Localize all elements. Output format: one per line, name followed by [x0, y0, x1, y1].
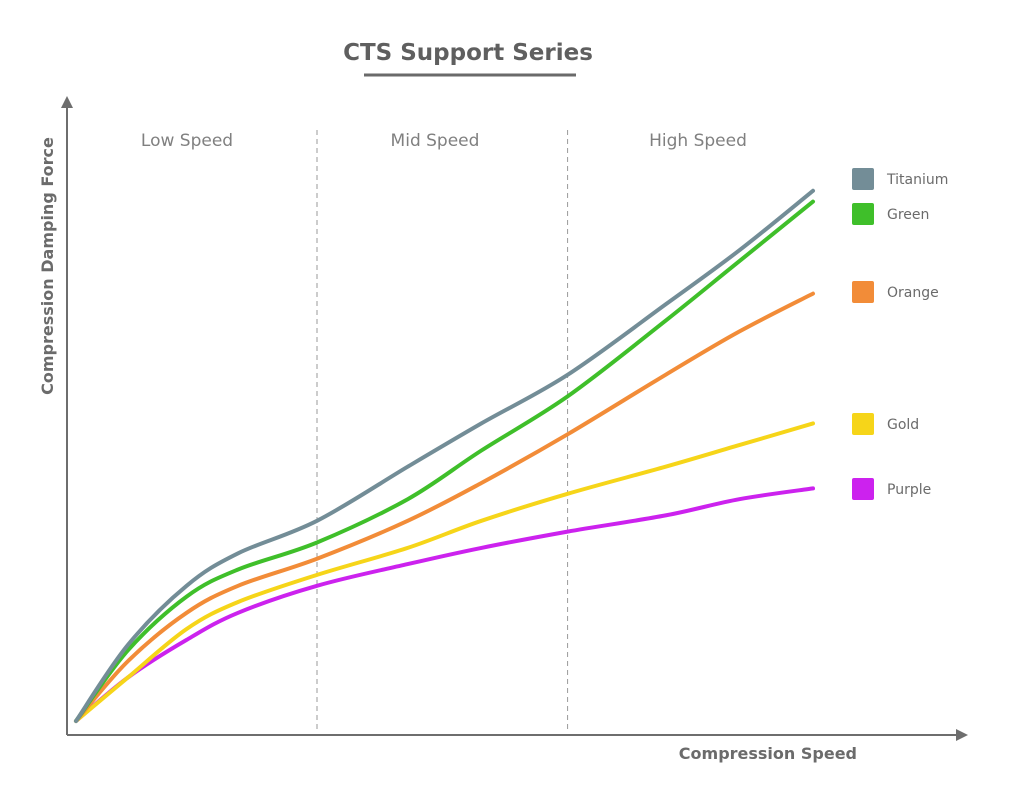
region-label-low-speed: Low Speed	[141, 131, 233, 151]
speed-regions: Low Speed Mid Speed High Speed	[141, 130, 747, 730]
y-axis-label: Compression Damping Force	[38, 137, 57, 395]
legend-swatch-gold	[852, 413, 874, 435]
region-label-mid-speed: Mid Speed	[391, 131, 480, 151]
legend-swatch-purple	[852, 478, 874, 500]
x-axis-label: Compression Speed	[679, 744, 857, 763]
legend-label-green: Green	[887, 207, 929, 223]
legend-swatch-green	[852, 203, 874, 225]
chart-title: CTS Support Series	[343, 40, 593, 66]
legend-label-gold: Gold	[887, 417, 919, 433]
series-line-purple	[74, 486, 815, 723]
series-lines	[74, 188, 815, 723]
legend-swatch-orange	[852, 281, 874, 303]
series-line-orange	[74, 291, 815, 723]
series-line-gold	[74, 421, 815, 723]
legend-label-orange: Orange	[887, 285, 939, 301]
y-axis-arrow	[61, 96, 73, 108]
legend: Titanium Green Orange Gold Purple	[852, 168, 948, 500]
legend-label-purple: Purple	[887, 482, 931, 498]
legend-swatch-titanium	[852, 168, 874, 190]
legend-label-titanium: Titanium	[886, 172, 948, 188]
region-label-high-speed: High Speed	[649, 131, 747, 151]
x-axis-arrow	[956, 729, 968, 741]
series-line-titanium	[74, 188, 815, 723]
series-line-green	[74, 199, 815, 723]
